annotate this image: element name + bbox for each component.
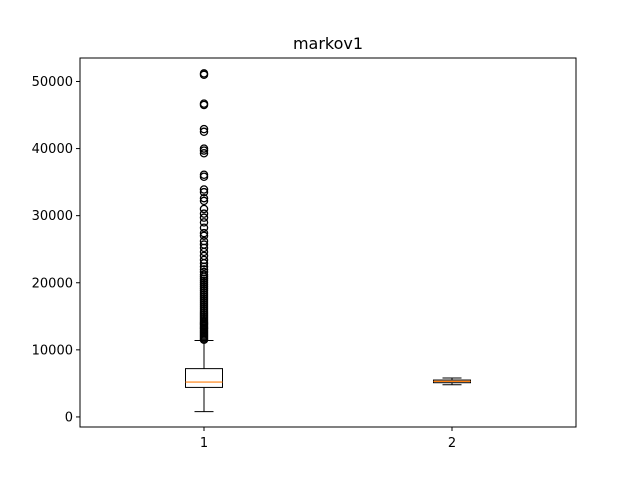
outlier-point bbox=[199, 185, 209, 194]
outlier-point bbox=[199, 255, 209, 265]
outlier-point bbox=[199, 267, 209, 277]
outlier-point bbox=[199, 270, 209, 279]
y-tick-label: 50000 bbox=[32, 75, 73, 90]
y-axis: 0 10000 20000 30000 40000 50000 bbox=[32, 75, 80, 425]
y-tick-label: 20000 bbox=[32, 276, 73, 291]
outlier-point bbox=[199, 223, 209, 232]
outlier-point bbox=[199, 170, 209, 179]
outlier-point bbox=[199, 240, 209, 249]
outlier-point bbox=[199, 196, 209, 206]
outlier-point bbox=[199, 99, 209, 108]
outlier-point bbox=[199, 228, 209, 238]
y-tick-label: 0 bbox=[65, 410, 73, 425]
y-tick-label: 10000 bbox=[32, 343, 73, 358]
boxes-layer bbox=[185, 69, 471, 413]
box-1 bbox=[185, 69, 223, 413]
outlier-point bbox=[199, 231, 209, 241]
outlier-point bbox=[199, 124, 209, 134]
x-tick-label: 1 bbox=[200, 436, 208, 451]
iqr-box bbox=[185, 368, 223, 388]
box-2 bbox=[433, 377, 471, 386]
outlier-point bbox=[199, 265, 209, 274]
outlier-point bbox=[199, 218, 209, 227]
y-tick-label: 40000 bbox=[32, 142, 73, 157]
outlier-point bbox=[199, 213, 209, 222]
outlier-point bbox=[199, 127, 209, 137]
outlier-point bbox=[199, 149, 209, 158]
y-tick-label: 30000 bbox=[32, 209, 73, 224]
outlier-point bbox=[199, 144, 209, 153]
outlier-point bbox=[199, 209, 209, 218]
outlier-point bbox=[199, 187, 209, 197]
outlier-point bbox=[199, 251, 209, 261]
outlier-point bbox=[199, 204, 209, 214]
plot-area-frame bbox=[79, 57, 577, 428]
x-tick-label: 2 bbox=[448, 436, 456, 451]
chart-title: markov1 bbox=[293, 34, 363, 53]
outlier-point bbox=[199, 69, 209, 78]
outlier-point bbox=[199, 236, 209, 246]
outlier-point bbox=[199, 193, 209, 203]
